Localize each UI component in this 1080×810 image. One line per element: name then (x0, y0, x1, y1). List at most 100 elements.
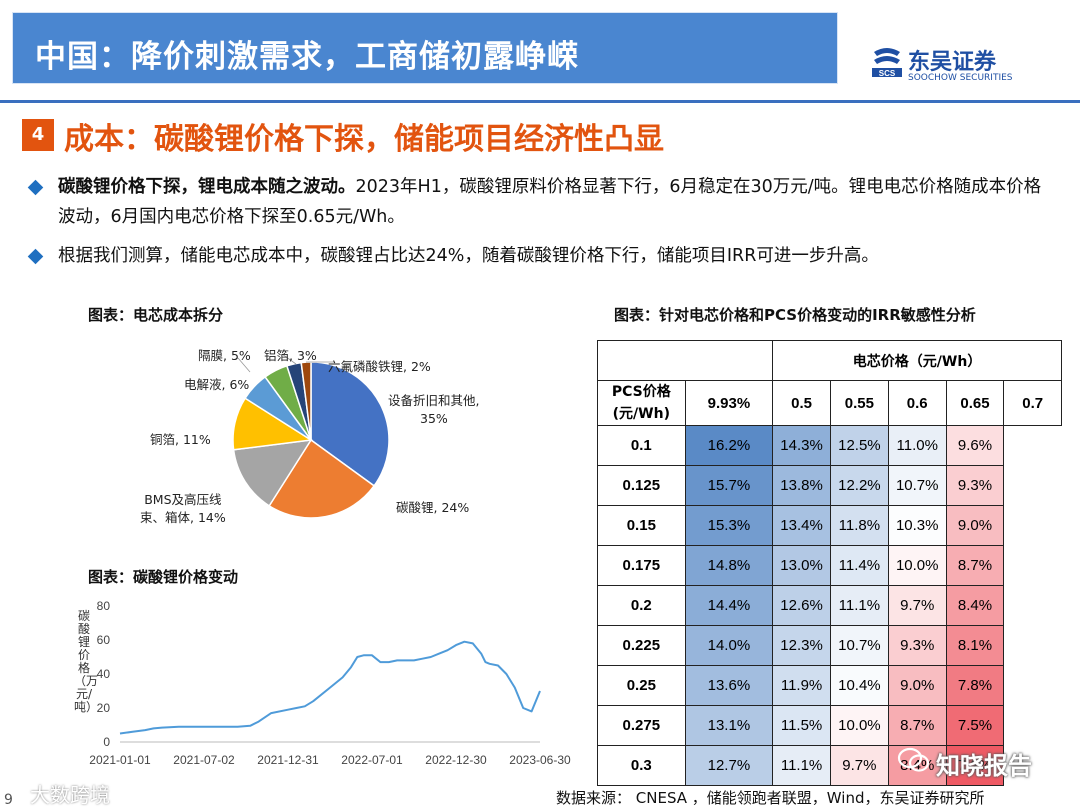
page-number: 9 (4, 792, 13, 808)
x-tick-label: 2023-06-30 (509, 753, 571, 767)
pie-slice (268, 438, 376, 519)
col-label: 0.55 (829, 380, 889, 426)
scs-logo-icon: SCS (872, 48, 902, 78)
irr-cell: 8.7% (945, 545, 1005, 586)
irr-cell: 10.0% (887, 545, 947, 586)
logo-mark-text: SCS (879, 69, 896, 78)
irr-cell: 10.4% (829, 665, 889, 706)
watermark-zhixiao: 知晓报告 (936, 752, 1032, 780)
logo-cn: 东吴证券 (908, 50, 997, 75)
col-label: 0.7 (1003, 380, 1062, 426)
pie-label-aluminum: 铝箔, 3% (264, 348, 317, 363)
irr-cell: 15.3% (684, 505, 774, 546)
table-row: 0.225 14.0% 12.3% 10.7% 9.3% 8.1% (597, 625, 1062, 666)
page-title: 中国：降价刺激需求，工商储初露峥嵘 (35, 39, 579, 75)
col-header: 电芯价格（元/Wh） (772, 340, 1062, 381)
wechat-watermark-icon (897, 747, 930, 772)
irr-cell: 11.8% (829, 505, 889, 546)
irr-cell: 8.1% (945, 625, 1005, 666)
y-tick-label: 60 (97, 633, 111, 647)
bullet-diamond-icon (27, 248, 44, 265)
row-label: 0.1 (597, 425, 686, 466)
irr-table: 电芯价格（元/Wh） PCS价格 (元/Wh) 9.93% 0.5 0.55 0.6 0… (596, 340, 1062, 786)
irr-cell: 10.3% (887, 505, 947, 546)
col-label: 0.5 (772, 380, 831, 426)
pie-label-bms: BMS及高压线 束、箱体, 14% (140, 491, 226, 527)
table-row: 0.2 14.4% 12.6% 11.1% 9.7% 8.4% (597, 585, 1062, 626)
irr-cell: 12.3% (772, 625, 831, 666)
pie-label-electrolyte: 电解液, 6% (184, 377, 250, 392)
row-header: PCS价格 (元/Wh) (597, 380, 686, 426)
irr-cell: 9.7% (887, 585, 947, 626)
brand-logo: SCS 东吴证券 SOOCHOW SECURITIES (870, 46, 1050, 86)
irr-cell: 11.9% (772, 665, 831, 706)
pie-label-copper: 铜箔, 11% (150, 432, 211, 447)
bullet-1-bold: 碳酸锂价格下探，锂电成本随之波动。 (58, 177, 356, 197)
table-corner-empty (596, 340, 774, 381)
row-header-line1: PCS价格 (611, 384, 671, 400)
pie-title: 图表：电芯成本拆分 (88, 306, 224, 324)
section-number: 4 (22, 119, 54, 151)
irr-cell: 14.4% (684, 585, 774, 626)
pie-leader-line (237, 357, 251, 373)
col-label: 0.65 (945, 380, 1005, 426)
irr-cell: 7.8% (945, 665, 1005, 706)
irr-cell: 8.4% (945, 585, 1005, 626)
x-tick-label: 2022-07-01 (341, 753, 403, 767)
irr-cell: 9.3% (945, 465, 1005, 506)
x-tick-label: 2021-01-01 (89, 753, 151, 767)
line-chart: 0 20 40 60 80 2021-01-01 2021-07-02 2021-12-31 2… (89, 599, 571, 767)
table-row: 0.275 13.1% 11.5% 10.0% 8.7% 7.5% (597, 705, 1062, 746)
col-label: 0.6 (887, 380, 947, 426)
irr-cell: 7.2% (945, 745, 1005, 786)
pie-leader-line (281, 353, 297, 365)
header-rule (0, 100, 1080, 103)
row-label: 0.3 (597, 745, 686, 786)
irr-cell: 11.4% (829, 545, 889, 586)
irr-cell: 9.7% (829, 745, 889, 786)
irr-cell: 11.1% (772, 745, 831, 786)
row-label: 0.125 (597, 465, 686, 506)
irr-cell: 11.0% (887, 425, 947, 466)
pie-label-equipment: 设备折旧和其他, 35% (388, 392, 479, 428)
irr-cell: 11.1% (829, 585, 889, 626)
row-label: 0.175 (597, 545, 686, 586)
irr-cell: 13.4% (772, 505, 831, 546)
source-note: 数据来源： CNESA ，储能领跑者联盟，Wind，东吴证券研究所 (556, 789, 985, 807)
pie-label-equipment-pct: 35% (420, 411, 448, 426)
irr-cell: 10.7% (887, 465, 947, 506)
pie-slice (310, 361, 390, 487)
corner-value: 9.93% (684, 380, 774, 426)
row-label: 0.15 (597, 505, 686, 546)
y-tick-label: 80 (97, 599, 111, 613)
irr-cell: 14.8% (684, 545, 774, 586)
watermark-dashu: 大数跨境 (30, 783, 110, 807)
irr-cell: 10.7% (829, 625, 889, 666)
y-tick-label: 40 (97, 667, 111, 681)
irr-cell: 14.3% (772, 425, 831, 466)
pie-slice (232, 439, 313, 507)
irr-cell: 12.2% (829, 465, 889, 506)
irr-cell: 9.0% (887, 665, 947, 706)
irr-cell: 16.2% (684, 425, 774, 466)
irr-cell: 13.8% (772, 465, 831, 506)
irr-cell: 12.5% (829, 425, 889, 466)
pie-label-equipment-name: 设备折旧和其他, (388, 393, 480, 408)
row-label: 0.275 (597, 705, 686, 746)
irr-cell: 12.7% (684, 745, 774, 786)
irr-cell: 7.5% (945, 705, 1005, 746)
irr-cell: 12.6% (772, 585, 831, 626)
y-tick-label: 0 (103, 735, 110, 749)
table-row: 0.15 15.3% 13.4% 11.8% 10.3% 9.0% (597, 505, 1062, 546)
row-label: 0.2 (597, 585, 686, 626)
logo-en: SOOCHOW SECURITIES (908, 73, 1013, 83)
irr-cell: 15.7% (684, 465, 774, 506)
table-row: 0.25 13.6% 11.9% 10.4% 9.0% 7.8% (597, 665, 1062, 706)
irr-cell: 14.0% (684, 625, 774, 666)
row-label: 0.225 (597, 625, 686, 666)
x-tick-label: 2021-07-02 (173, 753, 235, 767)
irr-cell: 11.5% (772, 705, 831, 746)
irr-cell: 13.1% (684, 705, 774, 746)
irr-cell: 13.6% (684, 665, 774, 706)
irr-cell: 13.0% (772, 545, 831, 586)
